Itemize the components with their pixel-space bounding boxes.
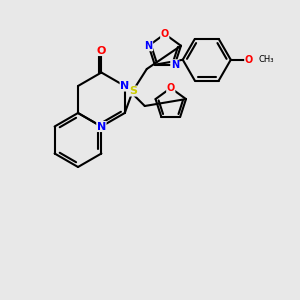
Text: N: N — [171, 60, 179, 70]
Text: N: N — [97, 122, 106, 131]
Text: O: O — [244, 55, 253, 65]
Text: O: O — [167, 83, 175, 93]
Text: S: S — [129, 86, 137, 96]
Text: CH₃: CH₃ — [259, 55, 274, 64]
Text: O: O — [97, 46, 106, 56]
Text: O: O — [160, 29, 169, 39]
Text: N: N — [145, 41, 153, 51]
Text: N: N — [120, 81, 129, 91]
